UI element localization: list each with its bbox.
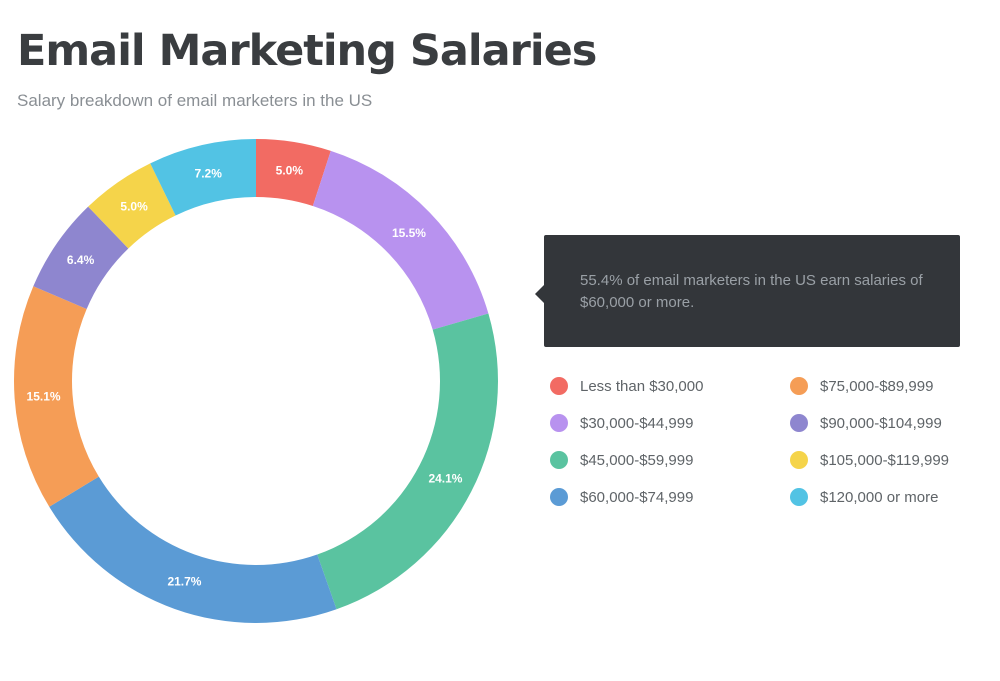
slice-data-label: 5.0% <box>120 199 148 213</box>
legend-label: $120,000 or more <box>820 488 939 506</box>
donut-slice <box>150 139 256 216</box>
legend-item: $45,000-$59,999 <box>550 451 693 469</box>
legend-item: $75,000-$89,999 <box>790 377 933 395</box>
legend-item: $30,000-$44,999 <box>550 414 693 432</box>
legend-swatch <box>790 488 808 506</box>
slice-data-label: 15.1% <box>27 389 61 403</box>
legend-label: $30,000-$44,999 <box>580 414 694 432</box>
donut-chart: 5.0% 15.5% 24.1% 21.7% 15.1% 6.4% 5.0% 7.2% <box>13 139 498 623</box>
slice-data-label: 21.7% <box>167 575 201 589</box>
legend-swatch <box>790 414 808 432</box>
donut-slice <box>49 476 337 623</box>
legend-label: Less than $30,000 <box>580 377 704 395</box>
legend-item: $90,000-$104,999 <box>790 414 942 432</box>
legend-swatch <box>550 488 568 506</box>
insight-callout-text: 55.4% of email marketers in the US earn … <box>580 272 923 311</box>
donut-slice <box>88 163 176 249</box>
slice-data-label: 7.2% <box>195 166 223 180</box>
legend-swatch <box>550 451 568 469</box>
chart-title: Email Marketing Salaries <box>17 26 597 76</box>
legend-swatch <box>550 414 568 432</box>
legend-item: $105,000-$119,999 <box>790 451 949 469</box>
legend-item: Less than $30,000 <box>550 377 703 395</box>
legend-label: $75,000-$89,999 <box>820 377 934 395</box>
donut-slice <box>13 286 99 507</box>
legend-label: $60,000-$74,999 <box>580 488 694 506</box>
insight-callout: 55.4% of email marketers in the US earn … <box>535 235 960 347</box>
legend-item: $120,000 or more <box>790 488 938 506</box>
slice-data-label: 15.5% <box>392 226 426 240</box>
slice-data-label: 24.1% <box>428 471 462 485</box>
chart-subtitle: Salary breakdown of email marketers in t… <box>17 91 373 110</box>
legend-item: $60,000-$74,999 <box>550 488 693 506</box>
donut-slice <box>33 206 129 309</box>
legend-swatch <box>550 377 568 395</box>
donut-slice <box>312 150 489 330</box>
legend-swatch <box>790 377 808 395</box>
legend-swatch <box>790 451 808 469</box>
donut-slice <box>256 139 331 207</box>
slice-data-label: 5.0% <box>276 164 304 178</box>
legend-label: $45,000-$59,999 <box>580 451 694 469</box>
donut-slice <box>317 313 498 610</box>
legend-label: $105,000-$119,999 <box>820 451 950 469</box>
legend-label: $90,000-$104,999 <box>820 414 942 432</box>
slice-data-label: 6.4% <box>67 253 95 267</box>
